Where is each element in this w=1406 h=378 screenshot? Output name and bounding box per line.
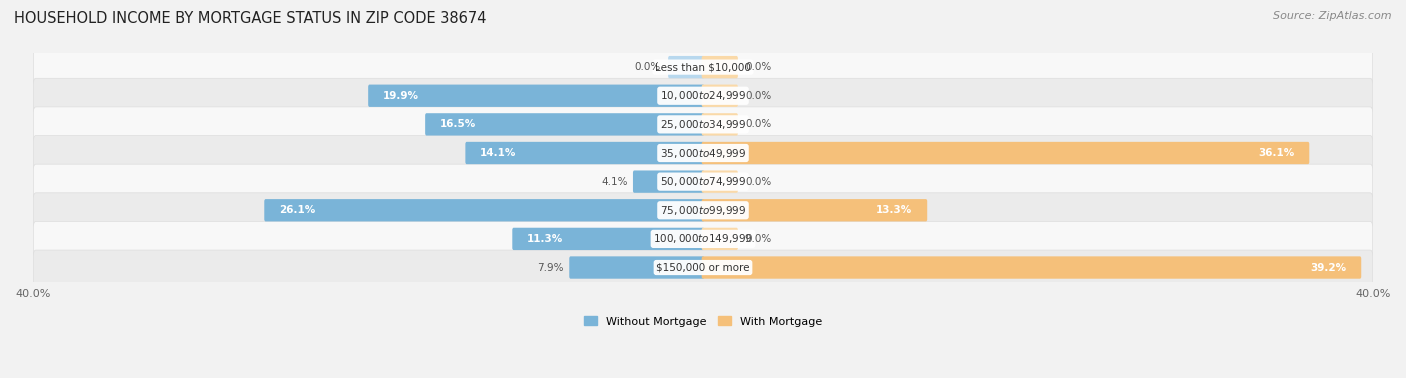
FancyBboxPatch shape	[702, 228, 738, 250]
FancyBboxPatch shape	[702, 256, 1361, 279]
Text: 4.1%: 4.1%	[602, 177, 627, 187]
FancyBboxPatch shape	[668, 56, 704, 78]
FancyBboxPatch shape	[34, 222, 1372, 256]
FancyBboxPatch shape	[34, 193, 1372, 228]
Text: 13.3%: 13.3%	[876, 205, 912, 215]
Text: Source: ZipAtlas.com: Source: ZipAtlas.com	[1274, 11, 1392, 21]
FancyBboxPatch shape	[702, 113, 738, 136]
FancyBboxPatch shape	[34, 107, 1372, 142]
Text: 0.0%: 0.0%	[745, 91, 770, 101]
Text: 0.0%: 0.0%	[745, 119, 770, 129]
Text: 11.3%: 11.3%	[527, 234, 564, 244]
FancyBboxPatch shape	[702, 85, 738, 107]
FancyBboxPatch shape	[368, 85, 704, 107]
Legend: Without Mortgage, With Mortgage: Without Mortgage, With Mortgage	[583, 316, 823, 327]
Text: 39.2%: 39.2%	[1310, 263, 1347, 273]
FancyBboxPatch shape	[34, 136, 1372, 170]
FancyBboxPatch shape	[465, 142, 704, 164]
Text: 16.5%: 16.5%	[440, 119, 477, 129]
Text: $35,000 to $49,999: $35,000 to $49,999	[659, 147, 747, 160]
FancyBboxPatch shape	[34, 250, 1372, 285]
FancyBboxPatch shape	[702, 142, 1309, 164]
Text: 0.0%: 0.0%	[745, 234, 770, 244]
Text: 0.0%: 0.0%	[745, 177, 770, 187]
FancyBboxPatch shape	[425, 113, 704, 136]
Text: $150,000 or more: $150,000 or more	[657, 263, 749, 273]
Text: 14.1%: 14.1%	[479, 148, 516, 158]
Text: $10,000 to $24,999: $10,000 to $24,999	[659, 89, 747, 102]
Text: 26.1%: 26.1%	[278, 205, 315, 215]
FancyBboxPatch shape	[702, 170, 738, 193]
FancyBboxPatch shape	[34, 78, 1372, 113]
FancyBboxPatch shape	[702, 56, 738, 78]
Text: Less than $10,000: Less than $10,000	[655, 62, 751, 72]
Text: 0.0%: 0.0%	[745, 62, 770, 72]
Text: 7.9%: 7.9%	[537, 263, 564, 273]
FancyBboxPatch shape	[264, 199, 704, 222]
Text: 19.9%: 19.9%	[382, 91, 419, 101]
Text: $75,000 to $99,999: $75,000 to $99,999	[659, 204, 747, 217]
FancyBboxPatch shape	[512, 228, 704, 250]
Text: 0.0%: 0.0%	[636, 62, 661, 72]
FancyBboxPatch shape	[34, 50, 1372, 85]
FancyBboxPatch shape	[569, 256, 704, 279]
Text: 36.1%: 36.1%	[1258, 148, 1295, 158]
Text: $25,000 to $34,999: $25,000 to $34,999	[659, 118, 747, 131]
FancyBboxPatch shape	[34, 164, 1372, 199]
Text: $100,000 to $149,999: $100,000 to $149,999	[654, 232, 752, 245]
FancyBboxPatch shape	[702, 199, 927, 222]
Text: HOUSEHOLD INCOME BY MORTGAGE STATUS IN ZIP CODE 38674: HOUSEHOLD INCOME BY MORTGAGE STATUS IN Z…	[14, 11, 486, 26]
Text: $50,000 to $74,999: $50,000 to $74,999	[659, 175, 747, 188]
FancyBboxPatch shape	[633, 170, 704, 193]
